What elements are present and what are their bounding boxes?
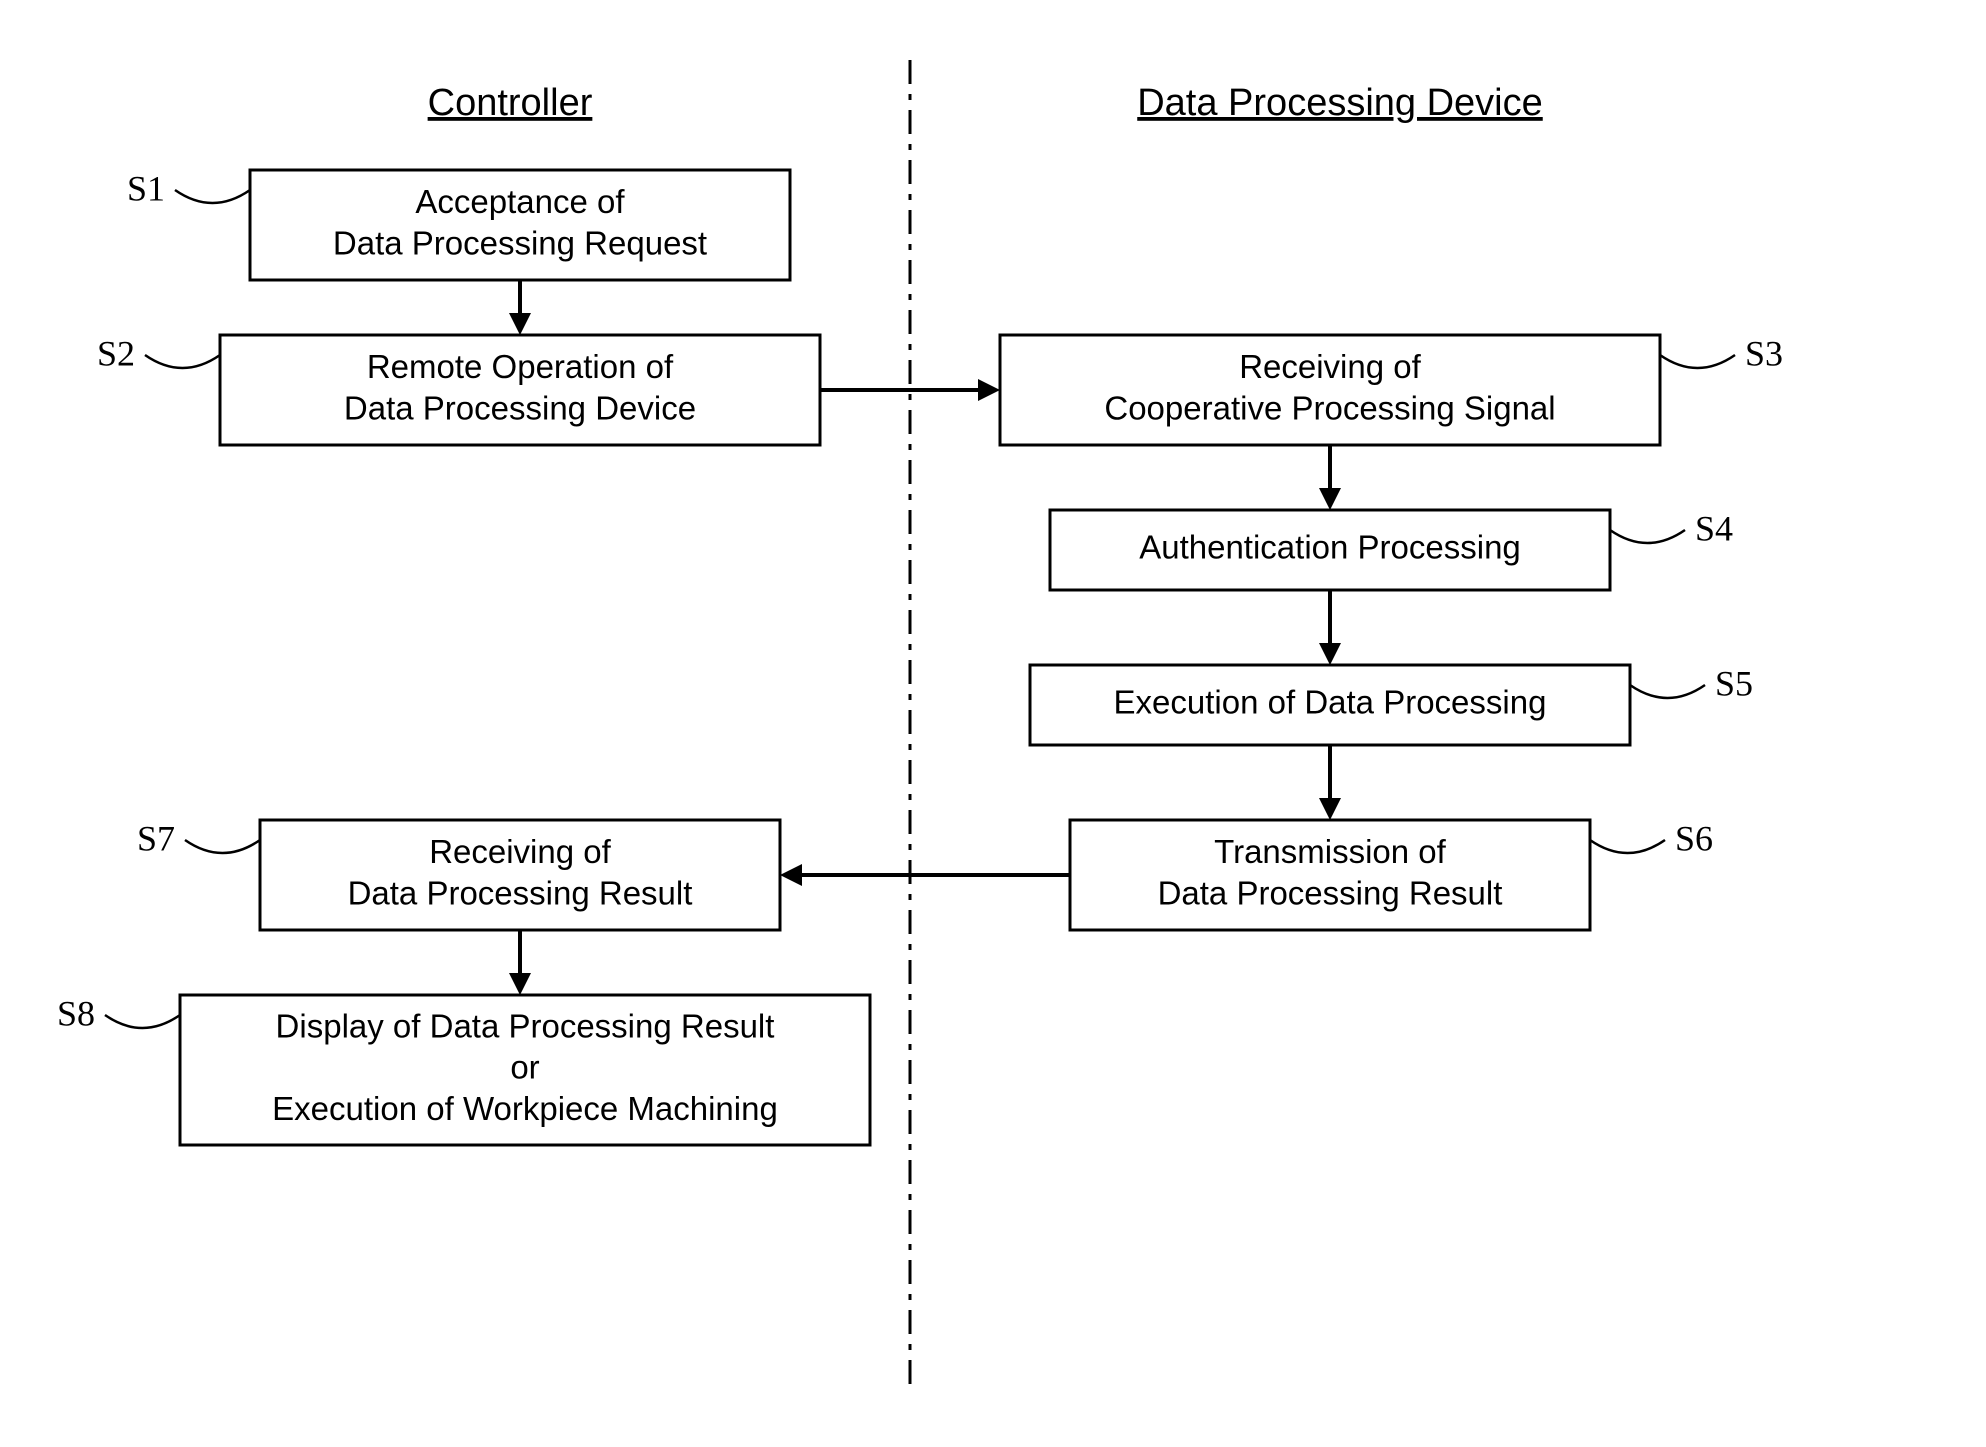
box-s4-line0: Authentication Processing	[1139, 529, 1521, 566]
label-leader-s2	[145, 355, 220, 368]
arrowhead-s2-s3	[978, 379, 1000, 401]
label-leader-s3	[1660, 355, 1735, 368]
hdr-controller: Controller	[428, 82, 593, 124]
box-s1-line0: Acceptance of	[415, 183, 625, 220]
box-s2-line1: Data Processing Device	[344, 389, 696, 426]
label-s8: S8	[57, 993, 95, 1033]
arrowhead-s1-s2	[509, 313, 531, 335]
label-s4: S4	[1695, 508, 1733, 548]
box-s5-line0: Execution of Data Processing	[1114, 684, 1547, 721]
label-leader-s4	[1610, 530, 1685, 543]
label-s7: S7	[137, 818, 175, 858]
label-s5: S5	[1715, 663, 1753, 703]
label-s1: S1	[127, 168, 165, 208]
arrowhead-s4-s5	[1319, 643, 1341, 665]
box-s6-line1: Data Processing Result	[1158, 874, 1503, 911]
arrowhead-s6-s7	[780, 864, 802, 886]
arrowhead-s7-s8	[509, 973, 531, 995]
box-s7-line0: Receiving of	[429, 833, 611, 870]
label-leader-s8	[105, 1015, 180, 1028]
label-s3: S3	[1745, 333, 1783, 373]
hdr-dpd: Data Processing Device	[1137, 82, 1543, 124]
label-leader-s5	[1630, 685, 1705, 698]
box-s3-line1: Cooperative Processing Signal	[1104, 389, 1555, 426]
label-s6: S6	[1675, 818, 1713, 858]
label-leader-s1	[175, 190, 250, 203]
label-leader-s7	[185, 840, 260, 853]
label-s2: S2	[97, 333, 135, 373]
box-s8-line2: Execution of Workpiece Machining	[272, 1090, 778, 1127]
box-s7-line1: Data Processing Result	[348, 874, 693, 911]
box-s1-line1: Data Processing Request	[333, 224, 707, 261]
arrowhead-s3-s4	[1319, 488, 1341, 510]
label-leader-s6	[1590, 840, 1665, 853]
box-s3-line0: Receiving of	[1239, 348, 1421, 385]
box-s2-line0: Remote Operation of	[367, 348, 674, 385]
arrowhead-s5-s6	[1319, 798, 1341, 820]
box-s6-line0: Transmission of	[1214, 833, 1447, 870]
box-s8-line1: or	[510, 1049, 539, 1086]
flowchart-canvas: Controller Data Processing Device Acceptan…	[0, 0, 1986, 1447]
box-s8-line0: Display of Data Processing Result	[276, 1007, 775, 1044]
